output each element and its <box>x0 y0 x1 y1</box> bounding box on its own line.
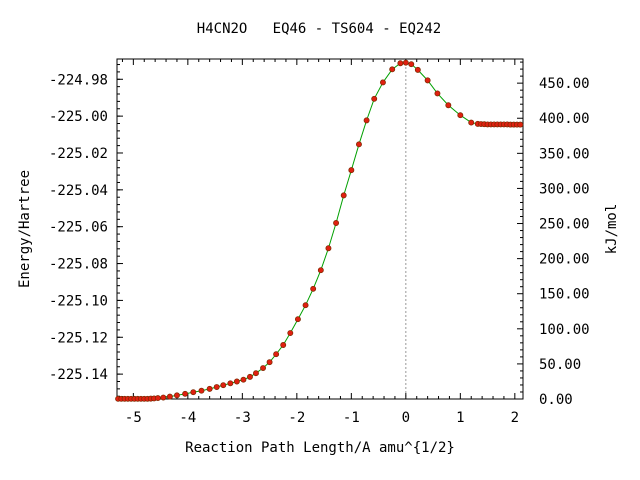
data-point <box>182 390 189 397</box>
y2-tick-label: 100.00 <box>539 322 590 338</box>
plot-frame <box>116 58 524 400</box>
data-point <box>240 376 247 383</box>
x-tick-label: 2 <box>511 410 519 426</box>
y2-tick-label: 350.00 <box>539 146 590 162</box>
data-point <box>273 351 280 358</box>
data-point <box>445 102 452 109</box>
y-tick-label: -225.00 <box>49 109 108 125</box>
data-point <box>253 370 259 377</box>
data-point <box>517 121 524 128</box>
y2-tick-label: 400.00 <box>539 111 590 127</box>
data-point <box>371 95 378 102</box>
y2-tick-label: 250.00 <box>539 217 590 233</box>
y2-axis-label: kJ/mol <box>604 204 620 255</box>
data-point <box>160 394 167 401</box>
data-point <box>206 385 213 392</box>
data-point <box>213 384 220 390</box>
y2-tick-label: 450.00 <box>539 76 590 92</box>
data-point <box>294 316 301 323</box>
x-axis-label: Reaction Path Length/A amu^{1/2} <box>185 440 455 456</box>
data-point <box>247 373 253 380</box>
tick-labels: -5 -4 -3 -2 -1 0 1 2 -225.14 -225.12 -225.10 -225.0… <box>49 72 590 426</box>
y-tick-label: -225.12 <box>49 330 108 346</box>
x-tick-label: 1 <box>456 410 464 426</box>
data-point <box>317 267 324 274</box>
y-tick-label: -225.04 <box>49 183 108 199</box>
data-point <box>302 302 309 309</box>
x-tick-label: -3 <box>234 410 251 426</box>
axis-ticks <box>117 59 523 400</box>
data-point <box>457 112 464 119</box>
y2-tick-label: 0.00 <box>539 392 573 408</box>
y2-tick-label: 300.00 <box>539 181 590 197</box>
data-point <box>363 117 370 124</box>
data-point <box>424 77 431 84</box>
data-point <box>173 392 180 399</box>
series-layer <box>115 59 524 402</box>
data-point <box>220 382 227 389</box>
y-tick-label: -225.06 <box>49 220 108 236</box>
y-tick-label: -225.10 <box>49 293 108 309</box>
y-tick-label: -225.14 <box>49 367 108 383</box>
data-point <box>190 389 197 396</box>
x-tick-label: 0 <box>402 410 410 426</box>
y-tick-label: -225.08 <box>49 257 108 273</box>
y2-tick-label: 50.00 <box>539 357 581 373</box>
data-point <box>414 66 421 73</box>
x-tick-label: -2 <box>288 410 305 426</box>
data-point <box>389 66 396 73</box>
data-point <box>356 141 362 148</box>
x-tick-label: -4 <box>179 410 196 426</box>
data-point <box>340 192 347 199</box>
data-point <box>397 60 404 67</box>
y-tick-label: -225.02 <box>49 146 108 162</box>
data-point <box>468 119 475 126</box>
data-point <box>325 245 332 252</box>
data-point <box>227 380 234 387</box>
data-point <box>280 342 287 348</box>
data-point <box>348 167 355 174</box>
chart-title: H4CN2O EQ46 - TS604 - EQ242 <box>197 21 441 37</box>
data-point <box>233 378 240 385</box>
data-point <box>287 330 294 336</box>
x-tick-label: -5 <box>125 410 142 426</box>
data-point <box>402 59 409 66</box>
data-point <box>310 285 317 292</box>
data-point <box>166 393 173 400</box>
data-point <box>379 79 386 86</box>
data-point <box>198 387 205 394</box>
y-axis-label: Energy/Hartree <box>17 170 33 288</box>
y-tick-label: -224.98 <box>49 72 108 88</box>
data-point <box>260 365 267 371</box>
data-point <box>434 90 441 97</box>
data-point <box>154 395 161 402</box>
y2-tick-label: 200.00 <box>539 252 590 268</box>
data-point <box>333 220 340 226</box>
y2-tick-label: 150.00 <box>539 287 590 303</box>
x-tick-label: -1 <box>343 410 360 426</box>
data-point <box>266 359 273 366</box>
data-point <box>408 61 415 68</box>
